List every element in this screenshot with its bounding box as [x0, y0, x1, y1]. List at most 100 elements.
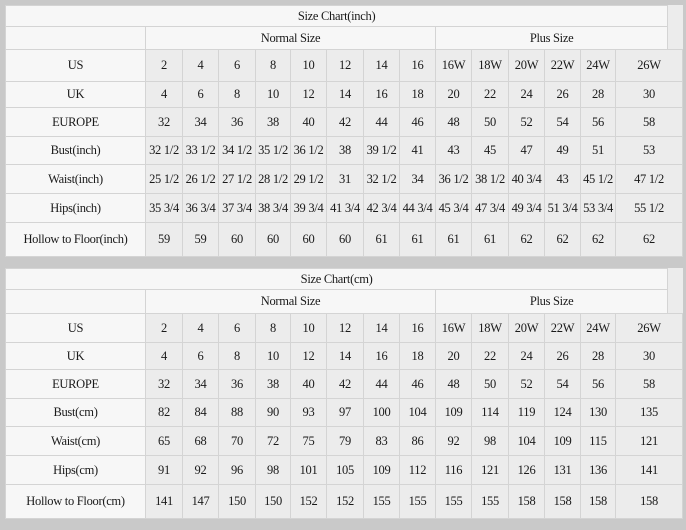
- table-cell: 40: [290, 107, 327, 137]
- table-cell: 72: [255, 426, 291, 456]
- table-cell: 26 1/2: [182, 164, 219, 194]
- table-cell: 38: [255, 369, 291, 399]
- table-cell: 116: [435, 455, 472, 485]
- table-cell: 26: [544, 342, 581, 370]
- table-cell: 28: [580, 342, 616, 370]
- table-row: Bust(inch) 32 1/2 33 1/2 34 1/2 35 1/2 36 1/2…: [5, 136, 683, 165]
- table-cell: 22: [471, 81, 509, 108]
- table-cell: 152: [326, 484, 364, 519]
- table-cell: 75: [290, 426, 327, 456]
- plus-size-header: Plus Size: [434, 289, 669, 314]
- table-row: EUROPE 32 34 36 38 40 42 44 46 48 50 52 54 56 58: [5, 369, 683, 399]
- table-cell: 18: [399, 81, 436, 108]
- table-cell: 150: [255, 484, 291, 519]
- row-label: Waist(inch): [5, 164, 146, 194]
- table-cell: 97: [326, 398, 364, 427]
- table-cell: 58: [615, 107, 683, 137]
- table-row: Waist(cm) 65 68 70 72 75 79 83 86 92 98 104 109 115 12…: [5, 426, 683, 456]
- table-cell: 8: [255, 49, 291, 82]
- table-cell: 37 3/4: [218, 193, 256, 223]
- table-cell: 158: [615, 484, 683, 519]
- table-cell: 33 1/2: [182, 136, 219, 165]
- table-cell: 104: [508, 426, 545, 456]
- row-label: US: [5, 49, 146, 82]
- table-cell: 42 3/4: [363, 193, 400, 223]
- size-chart-inch-table: Size Chart(inch) Normal Size Plus Size US 2 4…: [4, 5, 683, 257]
- table-cell: 68: [182, 426, 219, 456]
- table-cell: 43: [544, 164, 581, 194]
- table-cell: 20: [435, 81, 472, 108]
- table-cell: 88: [218, 398, 256, 427]
- table-cell: 44: [363, 107, 400, 137]
- table-cell: 16: [363, 81, 400, 108]
- table-cell: 24: [508, 81, 545, 108]
- table-cell: 18W: [471, 313, 509, 343]
- table-cell: 109: [435, 398, 472, 427]
- table-row: Hips(cm) 91 92 96 98 101 105 109 112 116 121 126 131…: [5, 455, 683, 485]
- table-cell: 98: [255, 455, 291, 485]
- table-cell: 121: [615, 426, 683, 456]
- table-cell: 44 3/4: [399, 193, 436, 223]
- table-cell: 131: [544, 455, 581, 485]
- table-cell: 36 1/2: [435, 164, 472, 194]
- table-row: UK 4 6 8 10 12 14 16 18 20 22 24 26 28 30: [5, 81, 683, 108]
- table-cell: 109: [363, 455, 400, 485]
- table-cell: 38: [326, 136, 364, 165]
- table-cell: 46: [399, 369, 436, 399]
- table-cell: 62: [508, 222, 545, 257]
- table-cell: 130: [580, 398, 616, 427]
- table-cell: 4: [145, 81, 183, 108]
- table-cell: 158: [544, 484, 581, 519]
- table-cell: 60: [218, 222, 256, 257]
- table-cell: 26: [544, 81, 581, 108]
- table-cell: 34: [182, 107, 219, 137]
- table-cell: 20W: [508, 313, 545, 343]
- table-cell: 14: [326, 81, 364, 108]
- row-label: UK: [5, 342, 146, 370]
- plus-size-header: Plus Size: [434, 26, 669, 50]
- table-cell: 22W: [544, 49, 581, 82]
- table-cell: 45 1/2: [580, 164, 616, 194]
- title-row: Size Chart(cm): [4, 268, 683, 290]
- table-cell: 39 3/4: [290, 193, 327, 223]
- table-cell: 26W: [615, 313, 683, 343]
- table-cell: 4: [182, 313, 219, 343]
- table-cell: 124: [544, 398, 581, 427]
- table-cell: 141: [145, 484, 183, 519]
- table-cell: 152: [290, 484, 327, 519]
- table-cell: 136: [580, 455, 616, 485]
- table-cell: 32 1/2: [363, 164, 400, 194]
- table-cell: 158: [508, 484, 545, 519]
- table-row: Waist(inch) 25 1/2 26 1/2 27 1/2 28 1/2 29 1/…: [5, 164, 683, 194]
- table-cell: 104: [399, 398, 436, 427]
- table-cell: 41 3/4: [326, 193, 364, 223]
- group-header-row: Normal Size Plus Size: [5, 289, 683, 314]
- table-cell: 109: [544, 426, 581, 456]
- table-cell: 6: [182, 81, 219, 108]
- table-cell: 62: [544, 222, 581, 257]
- table-row: UK 4 6 8 10 12 14 16 18 20 22 24 26 28 30: [5, 342, 683, 370]
- size-chart-cm-table: Size Chart(cm) Normal Size Plus Size US 2 4 6 8…: [4, 268, 683, 519]
- table-cell: 155: [435, 484, 472, 519]
- table-cell: 43: [435, 136, 472, 165]
- table-cell: 56: [580, 107, 616, 137]
- table-cell: 46: [399, 107, 436, 137]
- table-cell: 6: [218, 313, 256, 343]
- table-cell: 55 1/2: [615, 193, 683, 223]
- table-cell: 48: [435, 369, 472, 399]
- table-cell: 61: [471, 222, 509, 257]
- table-cell: 83: [363, 426, 400, 456]
- table-row: Hips(inch) 35 3/4 36 3/4 37 3/4 38 3/4 39 3/4…: [5, 193, 683, 223]
- table-cell: 24: [508, 342, 545, 370]
- row-label: Hollow to Floor(inch): [5, 222, 146, 257]
- table-cell: 18: [399, 342, 436, 370]
- table-cell: 40: [290, 369, 327, 399]
- row-label: EUROPE: [5, 369, 146, 399]
- table-cell: 93: [290, 398, 327, 427]
- table-cell: 20W: [508, 49, 545, 82]
- table-cell: 121: [471, 455, 509, 485]
- table-cell: 32: [145, 107, 183, 137]
- table-cell: 50: [471, 369, 509, 399]
- table-cell: 48: [435, 107, 472, 137]
- table-cell: 45: [471, 136, 509, 165]
